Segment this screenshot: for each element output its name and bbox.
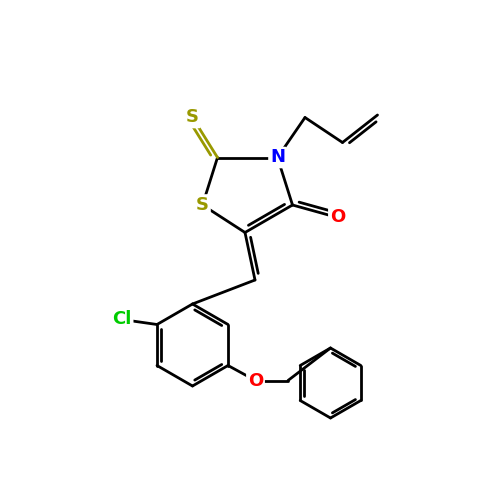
Text: S: S xyxy=(186,108,199,126)
Text: N: N xyxy=(270,148,285,166)
Text: Cl: Cl xyxy=(112,310,132,328)
Text: S: S xyxy=(196,196,209,214)
Text: O: O xyxy=(330,208,345,226)
Text: O: O xyxy=(248,372,263,390)
